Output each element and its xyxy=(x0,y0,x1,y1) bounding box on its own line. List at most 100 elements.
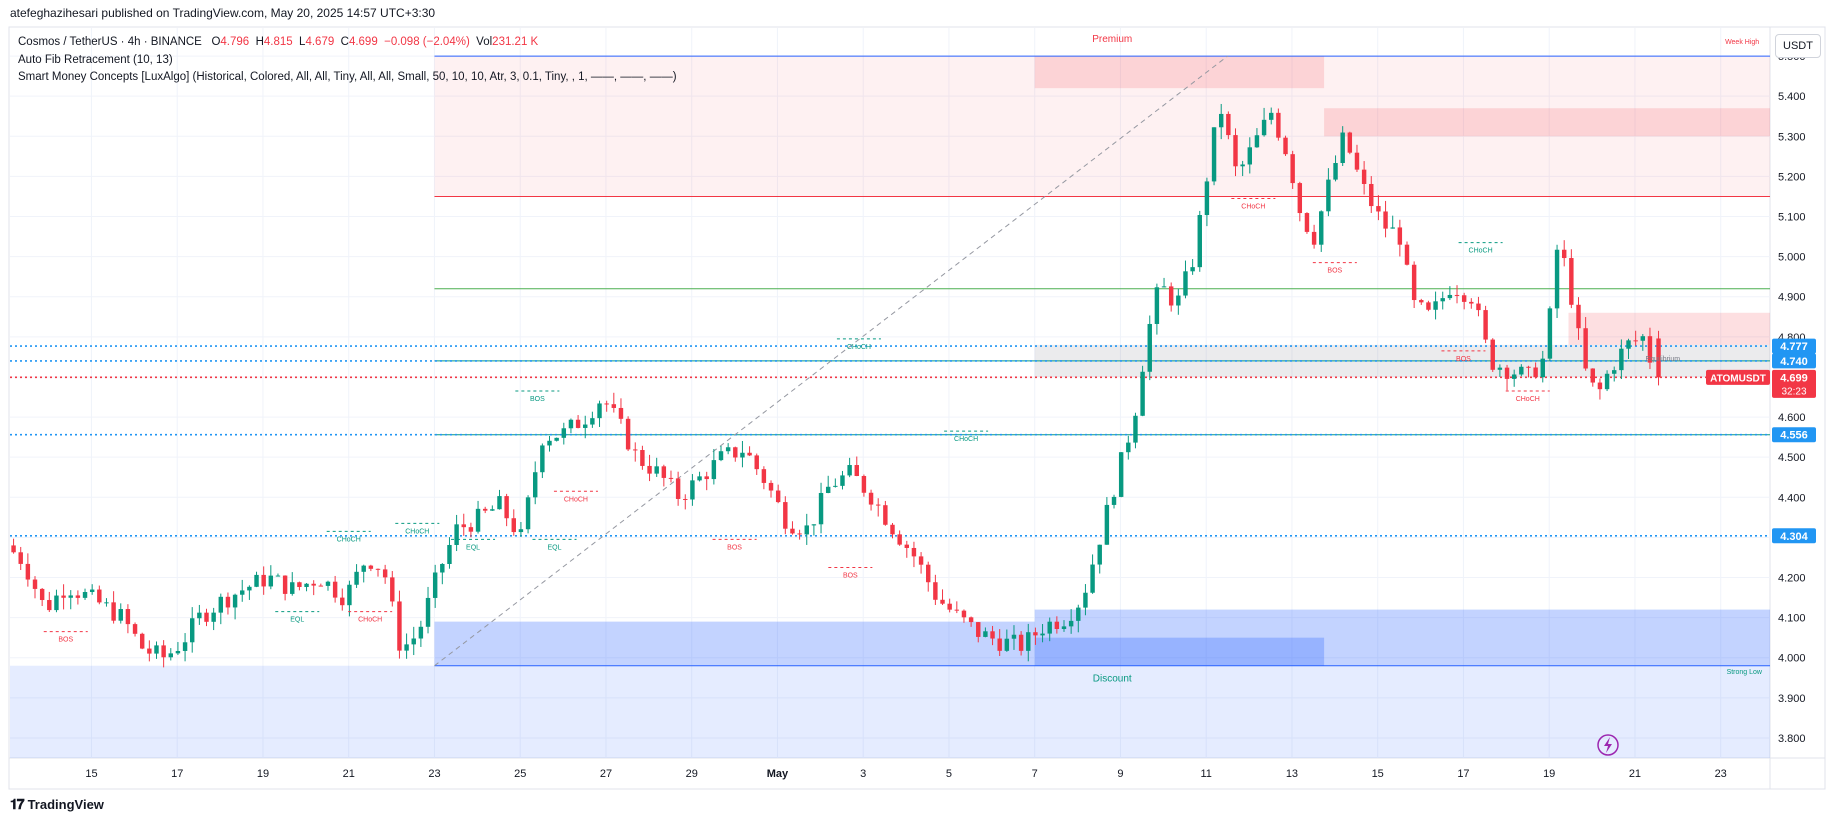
candle xyxy=(961,609,967,623)
candle xyxy=(704,471,709,491)
candle xyxy=(583,415,588,439)
candle-body xyxy=(468,527,474,532)
candle-body xyxy=(325,581,331,586)
candle-body xyxy=(675,478,681,499)
zone-label: Strong Low xyxy=(1727,669,1763,676)
candle-body xyxy=(32,579,38,589)
candle-body xyxy=(1061,626,1067,630)
candle-body xyxy=(661,466,667,478)
candle xyxy=(368,564,374,572)
candle xyxy=(25,553,31,587)
candle-body xyxy=(1326,179,1331,212)
candle xyxy=(1533,362,1538,379)
x-tick-label: 7 xyxy=(1032,768,1038,780)
candle-body xyxy=(947,603,952,610)
candle-body xyxy=(1547,308,1553,359)
candle xyxy=(1104,497,1110,545)
y-tick-label: 3.800 xyxy=(1778,733,1806,745)
candle-body xyxy=(647,465,652,474)
candle-body xyxy=(1133,415,1138,443)
candle xyxy=(1054,616,1060,634)
candle xyxy=(976,622,981,643)
price-badge-box xyxy=(1772,338,1816,354)
candle xyxy=(254,571,259,588)
price-badge: 4.556 xyxy=(1772,427,1816,443)
candle-body xyxy=(125,609,131,625)
zone-label: Equilibrium xyxy=(1646,356,1681,363)
candle xyxy=(1297,181,1303,222)
candle-body xyxy=(897,534,902,545)
currency-selector[interactable]: USDT xyxy=(1775,34,1821,58)
candle xyxy=(683,494,688,510)
structure-label: EQL xyxy=(466,544,480,551)
indicator-smc[interactable]: Smart Money Concepts [LuxAlgo] (Historic… xyxy=(18,71,677,83)
candle-body xyxy=(1404,244,1410,265)
candle-body xyxy=(1311,231,1317,245)
candle-body xyxy=(725,447,731,452)
candle xyxy=(825,475,831,494)
candle-body xyxy=(347,584,352,606)
candle xyxy=(661,464,667,487)
candle xyxy=(125,604,131,634)
candle-body xyxy=(847,465,852,476)
candle-body xyxy=(168,653,173,658)
candle xyxy=(783,496,788,535)
price-badge-box xyxy=(1772,528,1816,544)
candle-body xyxy=(475,508,481,532)
candle-body xyxy=(54,595,59,611)
candle-body xyxy=(833,485,838,487)
candle xyxy=(1404,241,1410,266)
publisher-line: atefeghazihesari published on TradingVie… xyxy=(10,6,436,20)
candle xyxy=(1619,339,1624,379)
candle xyxy=(811,524,817,536)
candle xyxy=(311,580,316,596)
candle xyxy=(890,523,895,539)
candle-body xyxy=(1469,301,1474,304)
indicator-fib[interactable]: Auto Fib Retracement (10, 13) xyxy=(18,53,173,66)
candle-body xyxy=(204,612,209,622)
candle-body xyxy=(432,572,438,598)
candle-body xyxy=(1247,147,1253,165)
structure-label: BOS xyxy=(58,637,73,644)
candle xyxy=(733,446,738,462)
candle xyxy=(854,456,859,477)
x-tick-label: 23 xyxy=(428,768,440,780)
candle-body xyxy=(633,449,638,451)
high-value: 4.815 xyxy=(263,36,293,48)
candle xyxy=(1183,260,1188,299)
candle-body xyxy=(1576,304,1581,329)
candle xyxy=(754,453,759,475)
candle-body xyxy=(361,565,366,572)
candle xyxy=(1090,554,1095,594)
candle-body xyxy=(482,508,488,511)
candle xyxy=(818,482,824,534)
candle-body xyxy=(311,583,316,586)
candle xyxy=(1233,128,1238,177)
tradingview-logo-icon: 𝟏𝟕 xyxy=(10,796,25,812)
candle xyxy=(1319,210,1324,252)
candle xyxy=(1411,261,1417,309)
structure-label: BOS xyxy=(1327,268,1342,275)
candle-body xyxy=(411,638,416,645)
candle xyxy=(604,400,609,412)
candle-body xyxy=(1511,374,1517,379)
candle-body xyxy=(926,564,931,583)
candle-body xyxy=(1076,607,1081,621)
candle xyxy=(454,514,459,552)
candle-body xyxy=(1104,504,1110,545)
volume-label: Vol xyxy=(476,36,493,48)
bullish-order-block xyxy=(1034,637,1325,666)
candle-body xyxy=(340,597,345,606)
candle xyxy=(575,415,581,429)
candle-body xyxy=(418,626,424,639)
candle xyxy=(1290,150,1295,189)
candle xyxy=(1026,623,1031,662)
symbol-title[interactable]: Cosmos / TetherUS · 4h · BINANCE xyxy=(18,36,202,48)
candle xyxy=(290,572,295,596)
candle-body xyxy=(783,502,788,529)
candle-body xyxy=(1440,298,1445,302)
candle xyxy=(268,565,274,590)
candle xyxy=(261,566,266,595)
candle xyxy=(1490,338,1495,372)
